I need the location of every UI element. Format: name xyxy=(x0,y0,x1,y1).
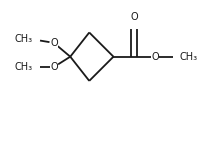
Text: O: O xyxy=(130,12,138,22)
Text: O: O xyxy=(50,38,58,48)
Text: CH₃: CH₃ xyxy=(15,62,33,72)
Text: CH₃: CH₃ xyxy=(15,34,33,44)
Text: O: O xyxy=(151,52,159,62)
Text: CH₃: CH₃ xyxy=(179,52,197,62)
Text: O: O xyxy=(50,62,58,72)
